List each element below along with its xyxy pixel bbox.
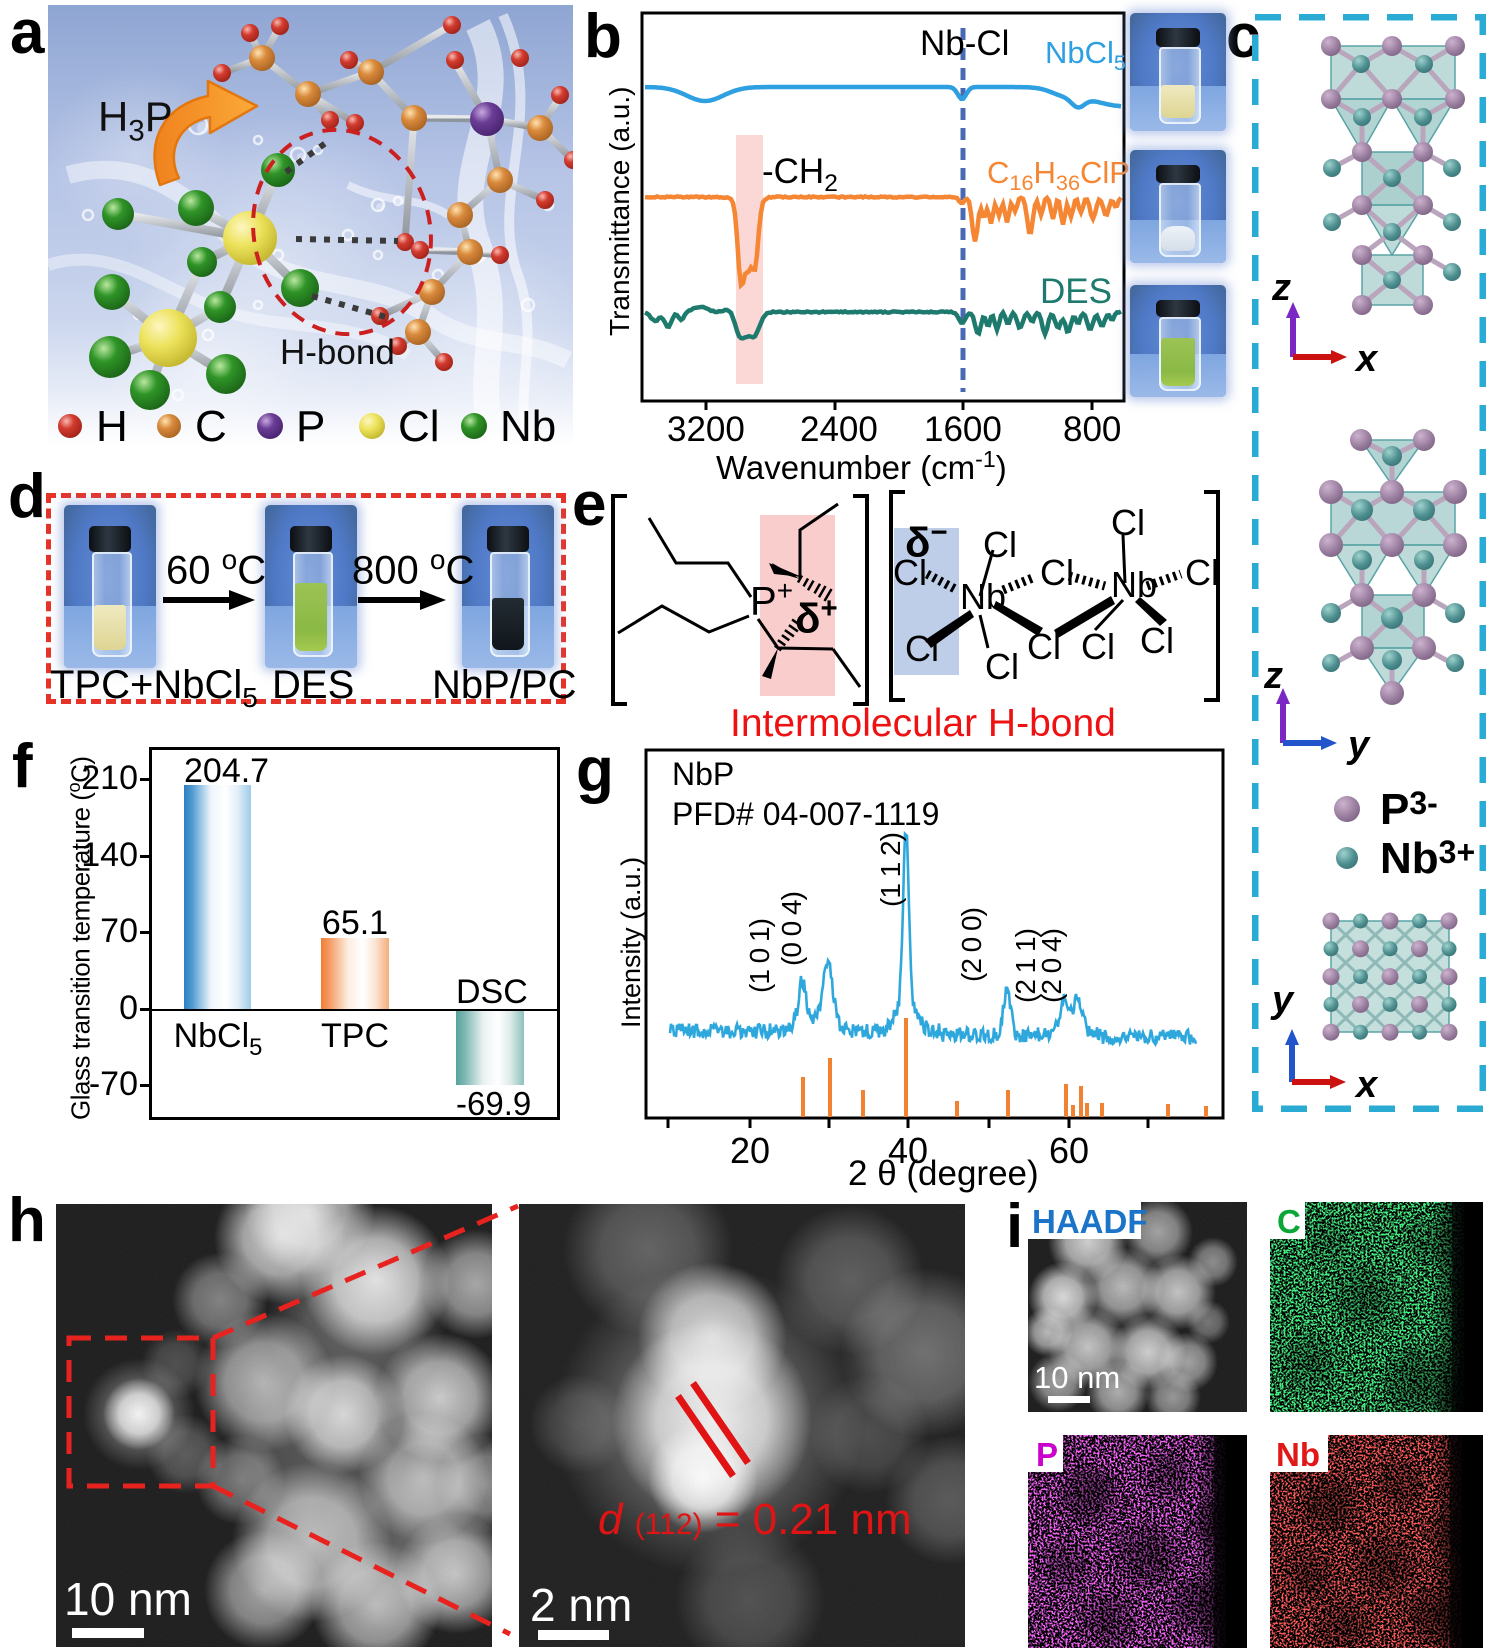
svg-text:Nb3+: Nb3+ xyxy=(1380,834,1475,883)
svg-text:y: y xyxy=(1346,724,1371,766)
svg-text:P: P xyxy=(296,402,325,446)
svg-text:C: C xyxy=(195,402,227,446)
svg-text:z: z xyxy=(1263,655,1283,697)
svg-text:P3-: P3- xyxy=(1380,785,1438,834)
svg-text:H: H xyxy=(96,402,128,446)
svg-text:x: x xyxy=(1354,1064,1379,1106)
svg-text:x: x xyxy=(1354,338,1379,380)
svg-text:z: z xyxy=(1271,267,1291,309)
svg-text:y: y xyxy=(1270,979,1295,1021)
svg-text:Cl: Cl xyxy=(398,402,440,446)
svg-text:Nb: Nb xyxy=(500,402,556,446)
